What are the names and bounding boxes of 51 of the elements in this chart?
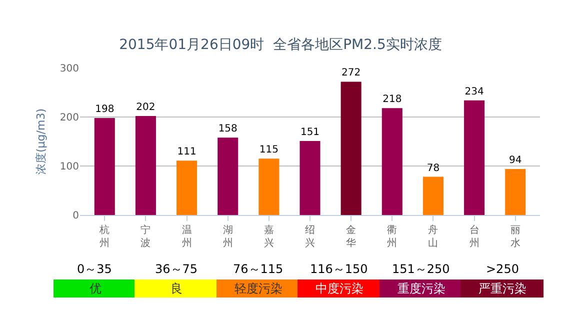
x-tick-label: 金华 [346, 224, 356, 249]
data-label: 151 [300, 127, 320, 138]
bar [176, 160, 198, 215]
x-tick-label: 嘉兴 [264, 224, 274, 249]
text: 严重污染 [478, 282, 526, 296]
text: 36～75 [155, 262, 198, 276]
text: 良 [170, 282, 182, 296]
bar [382, 108, 402, 215]
y-tick-label: 100 [60, 162, 79, 172]
x-tick-label: 绍兴 [305, 224, 315, 249]
text: 151～250 [392, 262, 450, 276]
data-label: 158 [218, 124, 238, 135]
bar [258, 158, 280, 215]
text: 0～35 [77, 262, 112, 276]
y-axis-title: 浓度(μg/m3) [34, 108, 48, 174]
x-tick-label: 温州 [182, 224, 192, 249]
text: 116～150 [310, 262, 368, 276]
text: 重度污染 [397, 282, 446, 296]
data-label: 94 [508, 154, 522, 166]
bar [340, 82, 362, 215]
y-tick-label: 0 [72, 210, 79, 222]
data-label: 202 [136, 102, 156, 114]
data-label: 78 [426, 162, 440, 174]
chart-title: 2015年01月26日09时 全省各地区PM2.5实时浓度 [119, 36, 442, 53]
text: 优 [89, 282, 102, 296]
x-tick-label: 台州 [469, 224, 480, 249]
data-label: 272 [342, 68, 361, 79]
y-tick-label: 200 [60, 112, 79, 124]
y-tick-label: 300 [60, 64, 79, 74]
bar [94, 118, 115, 215]
text: >250 [486, 262, 519, 276]
bar [300, 141, 320, 215]
x-tick-label: 湖州 [222, 224, 233, 249]
bar [464, 100, 485, 215]
x-tick-label: 宁波 [140, 224, 151, 249]
data-label: 234 [464, 86, 484, 98]
bar [422, 176, 444, 215]
x-tick-label: 衢州 [387, 225, 398, 249]
x-tick-label: 杭州 [98, 224, 110, 249]
data-label: 198 [95, 104, 114, 115]
bar [218, 138, 238, 215]
data-label: 111 [177, 146, 196, 158]
text: 轻度污染 [234, 282, 282, 296]
text: 中度污染 [315, 282, 364, 296]
data-label: 115 [259, 144, 278, 156]
x-tick-label: 丽水 [510, 225, 520, 249]
data-label: 218 [382, 94, 402, 106]
text: 76～115 [233, 262, 284, 276]
x-tick-label: 舟山 [428, 224, 438, 249]
bar [135, 116, 156, 215]
bar [505, 168, 526, 215]
